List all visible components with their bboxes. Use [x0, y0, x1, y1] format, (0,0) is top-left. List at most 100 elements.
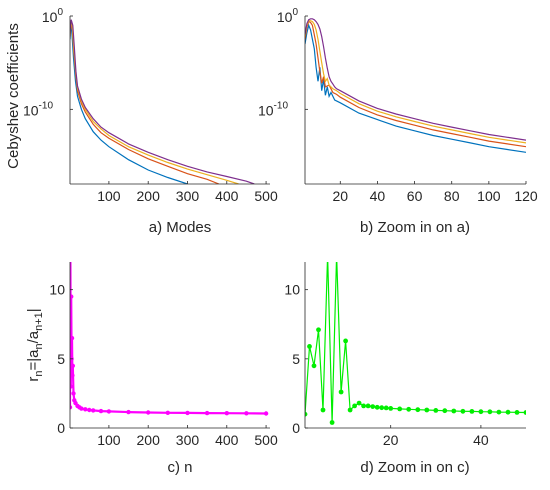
panel-c-data-point	[126, 409, 131, 415]
panel-d-x-tick-label: 40	[473, 432, 489, 448]
panel-c-data-point	[165, 410, 170, 415]
panel-c-data-point	[106, 409, 112, 414]
panel-d-data-point	[424, 407, 430, 413]
panel-d-data-point	[356, 400, 362, 406]
panel-d-data-point	[442, 408, 448, 414]
panel-c-y-tick-label: 5	[57, 351, 65, 367]
panel-d: 20 40 0 5 10	[284, 253, 526, 448]
svg-text:rn=|an/an+1|: rn=|an/an+1|	[25, 308, 45, 381]
panel-c-x-tick-label: 200	[137, 432, 161, 448]
panel-d-caption: d) Zoom in on c)	[360, 459, 469, 476]
panel-c-data-point	[263, 411, 269, 416]
panel-c: 100 200 300 400 500 0 5 10	[49, 253, 278, 448]
panel-a-y-tick-label: 10-10	[23, 100, 53, 118]
panel-c-x-tick-label: 100	[97, 432, 121, 448]
panel-b-series-group	[305, 18, 526, 153]
panel-c-data-point	[146, 410, 151, 415]
panel-b-series-1-line	[305, 23, 526, 153]
panel-a-series-1-line	[70, 22, 188, 184]
panel-b-series-3-line	[305, 20, 526, 144]
panel-d-data-point	[305, 411, 308, 417]
panel-c-x-tick-label: 400	[215, 432, 239, 448]
panel-a-ylabel: Cebyshev coefficients	[5, 23, 22, 169]
panel-d-data-point	[329, 420, 335, 425]
panel-a-x-tick-label: 400	[215, 188, 239, 204]
panel-d-data-point	[343, 338, 348, 344]
panel-c-data-point	[70, 405, 73, 410]
panel-d-data-point	[338, 389, 344, 395]
panel-a: 100 200 300 400 500 100 10-10	[23, 7, 278, 204]
panel-c-data-point	[83, 407, 88, 412]
panel-d-data-point	[397, 406, 403, 412]
panel-c-data-point	[185, 410, 190, 416]
panel-b-x-tick-label: 80	[444, 188, 460, 204]
panel-c-data-point	[91, 408, 96, 413]
panel-d-data-point	[307, 344, 312, 349]
panel-c-data-point	[68, 253, 72, 257]
panel-b-series-2-line	[305, 20, 526, 148]
panel-a-series-2-line	[70, 21, 220, 184]
panel-b-x-tick-label: 120	[514, 188, 538, 204]
panel-d-data-point	[505, 409, 511, 415]
panel-c-data-point	[79, 406, 84, 411]
panel-b: 20 40 60 80 100 120 100 10-10	[258, 7, 538, 204]
panel-d-data-point	[365, 403, 371, 409]
panel-d-data-point	[487, 409, 493, 415]
panel-b-y-tick-label: 100	[277, 7, 299, 25]
panel-d-y-tick-label: 10	[284, 282, 300, 298]
panel-a-series-4-line	[70, 19, 255, 184]
panel-d-data-point	[523, 410, 526, 415]
panel-c-x-tick-label: 300	[176, 432, 200, 448]
panel-c-data-point	[70, 363, 76, 368]
panel-a-caption: a) Modes	[149, 219, 212, 236]
panel-d-data-point	[496, 409, 502, 415]
panel-d-data-point	[406, 406, 412, 412]
panel-d-data-point	[388, 406, 394, 411]
panel-d-data-point	[316, 327, 321, 333]
panel-d-data-point	[379, 405, 385, 411]
panel-b-x-tick-label: 60	[407, 188, 423, 204]
panel-c-y-tick-label: 0	[57, 420, 65, 436]
panel-c-data-point	[244, 411, 249, 416]
panel-d-data-point	[352, 403, 357, 409]
panel-d-data-point	[374, 404, 380, 410]
panel-b-x-tick-label: 20	[332, 188, 348, 204]
panel-d-data-point	[320, 407, 326, 413]
panel-d-y-tick-label: 0	[292, 420, 300, 436]
panel-d-data-point	[370, 404, 376, 409]
panel-d-series-group	[305, 253, 526, 425]
panel-d-data-point	[361, 403, 366, 409]
panel-c-data-point	[204, 410, 210, 416]
panel-d-series-1-line	[305, 262, 526, 423]
panel-d-x-tick-label: 20	[383, 432, 399, 448]
panel-b-series-4-line	[305, 18, 526, 141]
panel-a-x-tick-label: 500	[254, 188, 278, 204]
panel-b-y-tick-label: 10-10	[258, 100, 288, 118]
panel-c-caption: c) n	[167, 459, 192, 476]
panel-c-data-point	[87, 407, 92, 413]
panel-c-series-group	[68, 253, 269, 416]
panel-a-series-3-line	[70, 20, 239, 184]
panel-c-data-point	[98, 408, 104, 414]
panel-b-caption: b) Zoom in on a)	[360, 219, 470, 236]
panel-c-data-point	[71, 391, 76, 396]
panel-d-data-point	[451, 408, 457, 414]
panel-d-data-point	[469, 409, 475, 414]
panel-c-data-point	[70, 294, 74, 299]
panel-d-y-tick-label: 5	[292, 351, 300, 367]
panel-d-data-point	[347, 407, 353, 413]
panel-c-data-point	[70, 335, 75, 341]
panel-d-data-point	[478, 409, 484, 415]
panel-a-series-group	[70, 19, 255, 184]
panel-b-x-tick-label: 100	[477, 188, 501, 204]
panel-a-x-tick-label: 200	[137, 188, 161, 204]
panel-d-data-point	[325, 253, 330, 258]
panel-c-data-point	[70, 373, 75, 378]
panel-c-data-point	[224, 411, 229, 416]
panel-c-ylabel: rn=|an/an+1|	[25, 308, 45, 381]
panel-d-data-point	[415, 407, 421, 413]
panel-d-data-point	[433, 408, 439, 413]
panel-d-data-point	[311, 363, 317, 369]
panel-a-y-tick-label: 100	[42, 7, 64, 25]
